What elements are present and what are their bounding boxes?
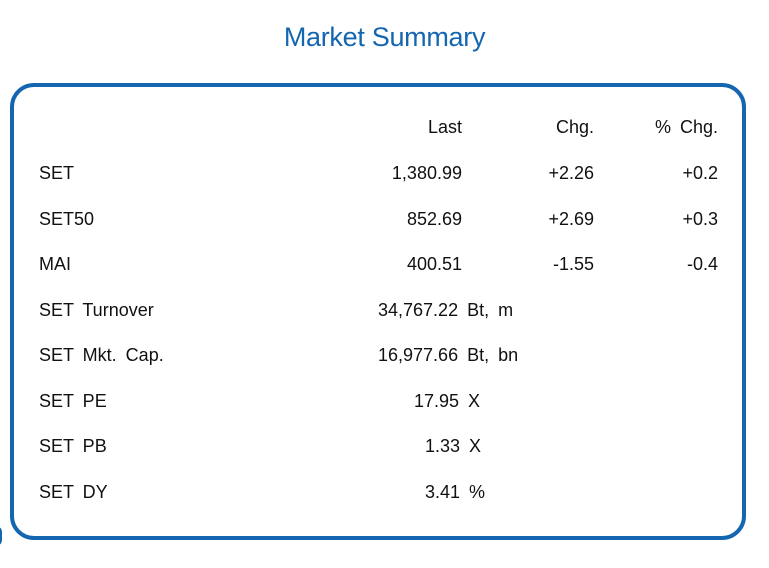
row-chg-set: +2.26	[548, 163, 594, 183]
stat-label-pe: SET PE	[39, 391, 107, 411]
stat-value-pe: 17.95 X	[414, 391, 481, 411]
summary-panel	[10, 83, 746, 540]
stat-value-turnover: 34,767.22 Bt, m	[378, 300, 514, 320]
stat-label-turnover: SET Turnover	[39, 300, 154, 320]
stat-value-mkt-cap: 16,977.66 Bt, bn	[378, 345, 519, 365]
row-pct-set50: +0.3	[682, 209, 718, 229]
stat-value-dy: 3.41 %	[425, 482, 486, 502]
row-last-set50: 852.69	[406, 209, 462, 229]
row-label-set50: SET50	[39, 209, 95, 229]
row-pct-mai: -0.4	[686, 254, 718, 274]
edge-decoration	[0, 526, 2, 546]
row-pct-set: +0.2	[682, 163, 718, 183]
stat-label-mkt-cap: SET Mkt. Cap.	[39, 345, 164, 365]
row-chg-set50: +2.69	[548, 209, 594, 229]
stat-label-dy: SET DY	[39, 482, 108, 502]
row-chg-mai: -1.55	[552, 254, 594, 274]
row-last-set: 1,380.99	[391, 163, 462, 183]
stat-value-pb: 1.33 X	[425, 436, 482, 456]
page-title: Market Summary	[283, 22, 486, 52]
row-label-mai: MAI	[39, 254, 72, 274]
column-header-pct-chg: % Chg.	[654, 117, 718, 137]
stat-label-pb: SET PB	[39, 436, 107, 456]
row-label-set: SET	[39, 163, 75, 183]
row-last-mai: 400.51	[406, 254, 462, 274]
column-header-last: Last	[427, 117, 462, 137]
column-header-chg: Chg.	[555, 117, 594, 137]
